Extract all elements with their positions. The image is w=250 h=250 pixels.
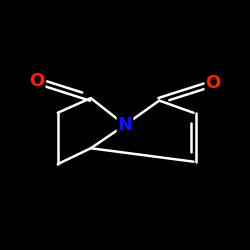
Text: O: O	[206, 74, 221, 92]
Text: O: O	[30, 72, 44, 90]
Text: N: N	[118, 116, 132, 134]
